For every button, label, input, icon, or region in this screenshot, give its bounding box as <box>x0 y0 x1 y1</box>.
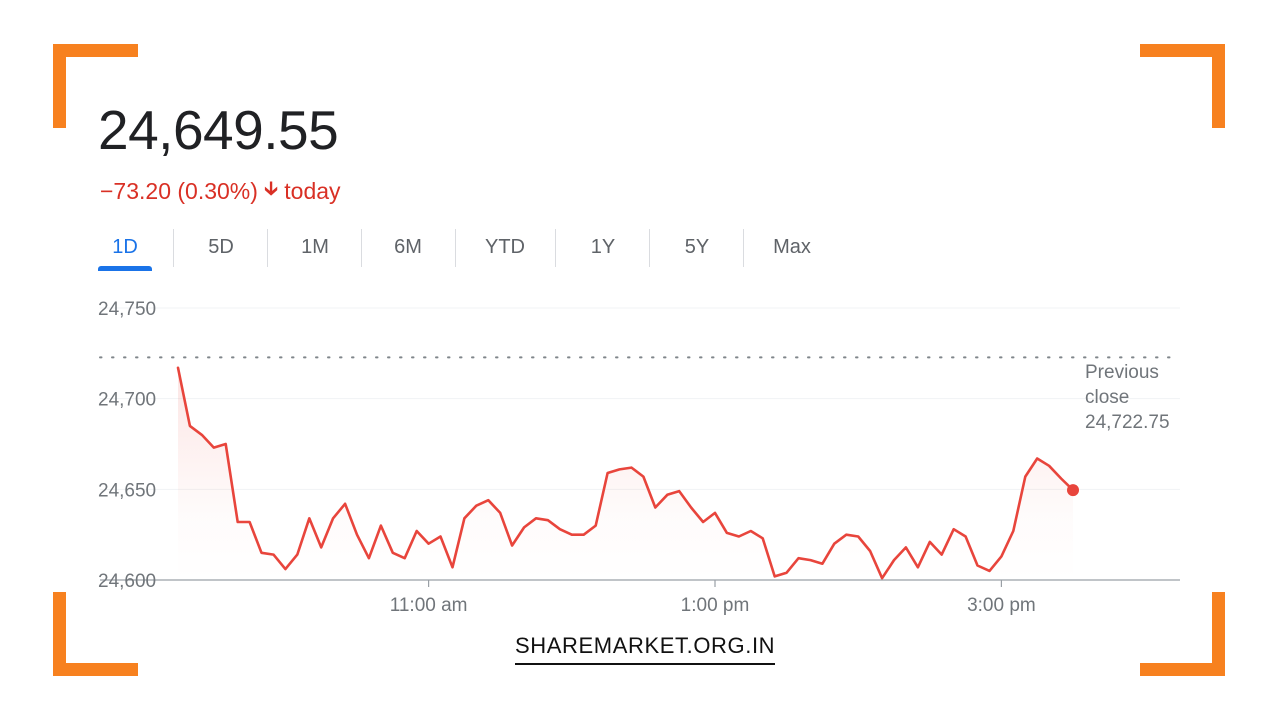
tab-ytd[interactable]: YTD <box>485 236 525 258</box>
price-change: −73.20 (0.30%) 🡳 today <box>100 174 341 208</box>
tab-max[interactable]: Max <box>773 236 811 258</box>
tab-divider <box>361 229 362 267</box>
current-price: 24,649.55 <box>98 99 339 161</box>
y-tick-label: 24,600 <box>98 571 156 592</box>
previous-close-line1: Previous <box>1085 362 1159 383</box>
frame-corner-bottom-left-v <box>53 592 66 676</box>
y-tick-label: 24,750 <box>98 299 156 320</box>
tab-1d[interactable]: 1D <box>112 236 138 258</box>
tab-divider <box>267 229 268 267</box>
y-tick-label: 24,700 <box>98 390 156 411</box>
current-price-marker <box>1067 484 1079 497</box>
frame-corner-bottom-right-h <box>1140 663 1225 676</box>
frame-corner-bottom-left-h <box>53 663 138 676</box>
frame-corner-bottom-right-v <box>1212 592 1225 676</box>
price-area-fill <box>178 367 1073 580</box>
frame-corner-top-left-v <box>53 44 66 128</box>
frame-corner-top-right-v <box>1212 44 1225 128</box>
tab-6m[interactable]: 6M <box>394 236 422 258</box>
tab-5d[interactable]: 5D <box>208 236 234 258</box>
frame-corner-top-left-h <box>53 44 138 57</box>
tab-divider <box>173 229 174 267</box>
x-tick-label: 3:00 pm <box>967 595 1036 616</box>
tab-divider <box>649 229 650 267</box>
tab-1m[interactable]: 1M <box>301 236 329 258</box>
tab-divider <box>455 229 456 267</box>
price-line <box>176 366 1075 580</box>
tab-divider <box>555 229 556 267</box>
previous-close-value: 24,722.75 <box>1085 412 1170 433</box>
x-tick-label: 1:00 pm <box>681 595 750 616</box>
change-period: today <box>284 177 341 204</box>
change-value: −73.20 (0.30%) <box>100 177 258 204</box>
frame-corner-top-right-h <box>1140 44 1225 57</box>
x-tick-label: 11:00 am <box>390 595 468 616</box>
brand-watermark: SHAREMARKET.ORG.IN <box>515 633 776 665</box>
tab-5y[interactable]: 5Y <box>684 236 710 258</box>
tab-divider <box>743 229 744 267</box>
y-tick-label: 24,650 <box>98 480 156 501</box>
previous-close-label: Previous close 24,722.75 <box>1085 360 1170 435</box>
arrow-down-icon: 🡳 <box>263 178 279 200</box>
previous-close-line2: close <box>1085 387 1130 408</box>
active-tab-indicator <box>98 266 152 271</box>
tab-1y[interactable]: 1Y <box>590 236 616 258</box>
